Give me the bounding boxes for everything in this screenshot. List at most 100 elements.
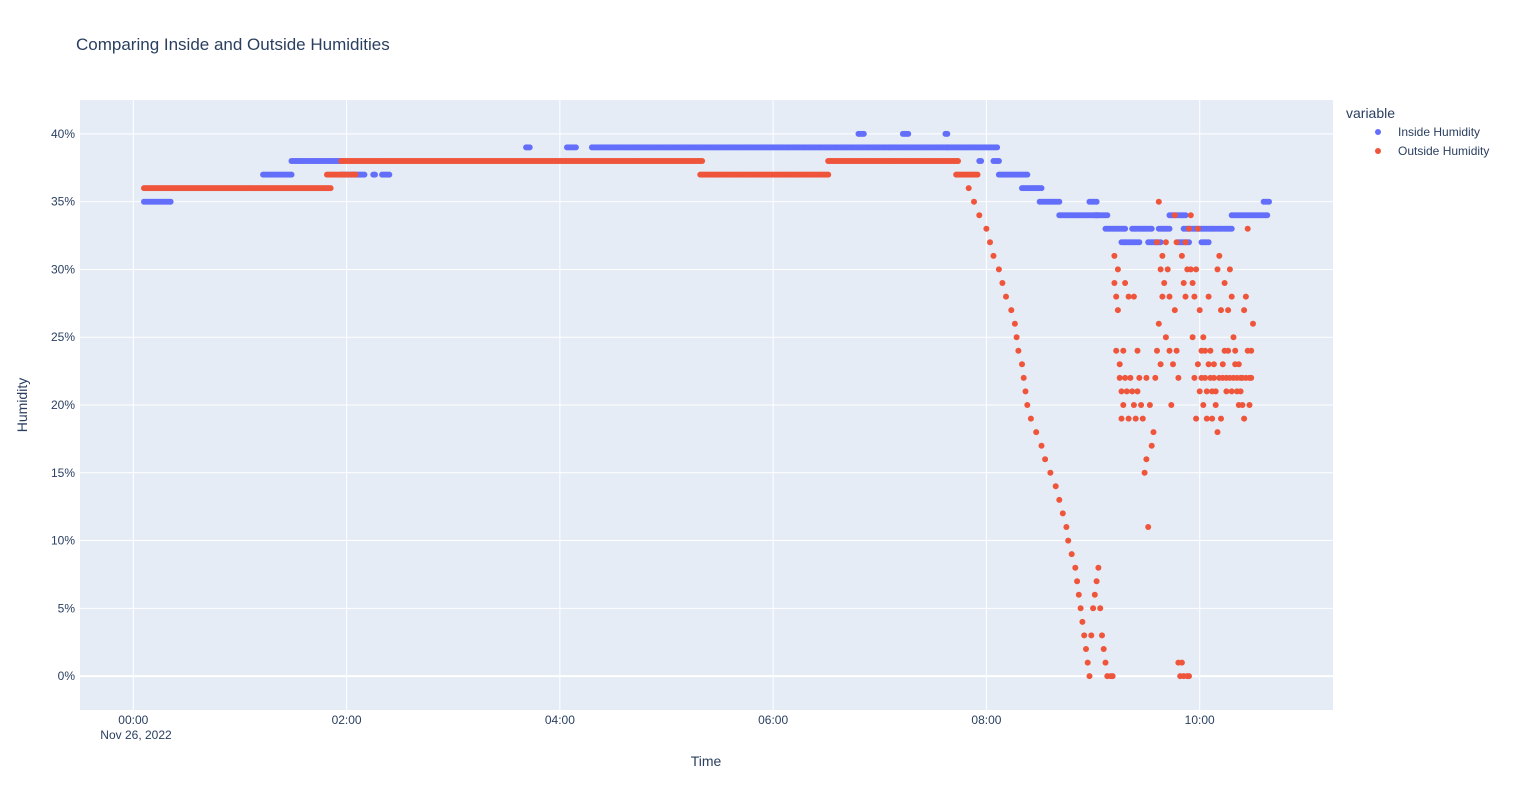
data-point: [1182, 293, 1189, 300]
data-point: [1212, 388, 1219, 395]
data-point: [1205, 239, 1212, 246]
data-point: [1019, 361, 1025, 368]
data-point: [1083, 646, 1089, 652]
x-gridlines: [132, 100, 1201, 710]
data-point: [1170, 361, 1176, 368]
data-point: [1038, 442, 1045, 449]
data-point: [1136, 239, 1143, 246]
data-point: [1164, 266, 1171, 273]
data-point: [1216, 252, 1223, 259]
data-point: [1111, 252, 1118, 259]
data-point: [1230, 334, 1237, 341]
data-point: [1125, 293, 1132, 300]
data-point: [1166, 347, 1173, 354]
data-point: [1173, 239, 1180, 246]
data-point: [976, 212, 983, 219]
data-point: [1187, 212, 1194, 219]
x-tick-label: 02:00: [332, 713, 362, 727]
data-point: [1148, 225, 1155, 232]
legend-item-inside[interactable]: Inside Humidity: [1375, 125, 1480, 139]
data-point: [1150, 429, 1157, 436]
data-point: [944, 130, 951, 137]
data-point: [1008, 307, 1015, 314]
data-point: [1042, 456, 1049, 463]
data-point: [1136, 374, 1143, 381]
y-tick-label: 15%: [51, 466, 75, 480]
data-point: [994, 144, 1001, 151]
data-point: [1033, 429, 1040, 436]
data-point: [1196, 307, 1203, 314]
data-point: [1248, 347, 1255, 354]
y-tick-label: 30%: [51, 262, 75, 276]
data-point: [1209, 415, 1216, 422]
y-gridlines: [80, 133, 1333, 678]
data-point: [1120, 402, 1127, 408]
data-point: [1189, 280, 1196, 286]
legend-label-outside: Outside Humidity: [1398, 144, 1489, 158]
data-point: [1180, 280, 1187, 286]
data-point: [965, 185, 972, 192]
data-point: [1223, 388, 1230, 395]
data-point: [1114, 266, 1121, 273]
data-point: [1210, 374, 1217, 381]
data-point: [1118, 415, 1125, 422]
data-point: [1196, 388, 1203, 395]
data-point: [386, 171, 393, 178]
data-point: [1159, 252, 1166, 259]
data-point: [372, 171, 378, 178]
data-point: [1024, 171, 1031, 178]
data-point: [1162, 239, 1169, 246]
data-point: [1148, 442, 1155, 449]
data-point: [983, 225, 990, 232]
data-point: [1075, 591, 1082, 598]
data-point: [1235, 361, 1242, 368]
data-point: [1154, 239, 1160, 246]
data-point: [1047, 469, 1054, 476]
data-point: [1090, 605, 1097, 612]
data-point: [1116, 361, 1123, 368]
data-point: [1118, 388, 1125, 395]
data-point: [1015, 347, 1022, 354]
data-point: [699, 158, 706, 164]
y-tick-label: 25%: [51, 330, 75, 344]
data-point: [1193, 415, 1200, 422]
data-point: [1143, 456, 1150, 463]
data-point: [1159, 293, 1166, 300]
data-point: [1120, 347, 1127, 354]
data-point: [1093, 578, 1100, 585]
legend-item-outside[interactable]: Outside Humidity: [1375, 144, 1489, 158]
data-point: [1225, 347, 1232, 354]
data-point: [1100, 646, 1107, 652]
data-point: [1244, 225, 1251, 232]
data-point: [1003, 293, 1009, 300]
data-point: [1225, 307, 1232, 314]
data-point: [1074, 578, 1081, 585]
data-point: [1086, 673, 1093, 680]
data-point: [1102, 659, 1109, 666]
data-point: [955, 158, 961, 164]
data-point: [1203, 415, 1210, 422]
data-point: [526, 144, 533, 151]
x-tick-label: 06:00: [758, 713, 788, 727]
data-point: [1166, 293, 1173, 300]
data-point: [1077, 605, 1084, 612]
data-point: [1193, 266, 1200, 273]
data-point: [1104, 212, 1111, 219]
data-point: [1191, 293, 1198, 300]
data-point: [1141, 469, 1148, 476]
data-point: [1218, 415, 1224, 422]
data-point: [1221, 280, 1228, 286]
legend: variable Inside Humidity Outside Humidit…: [1346, 105, 1489, 158]
data-point: [1146, 402, 1153, 408]
series-outside-humidity: [141, 158, 1256, 680]
data-point: [1200, 402, 1207, 408]
data-point: [1132, 415, 1139, 422]
data-point: [1130, 293, 1137, 300]
data-point: [1205, 293, 1212, 300]
legend-marker-outside: [1375, 148, 1381, 154]
y-axis-label: Humidity: [14, 378, 30, 432]
chart-title: Comparing Inside and Outside Humidities: [76, 35, 390, 54]
data-point: [1088, 632, 1095, 639]
data-point: [1203, 388, 1210, 395]
